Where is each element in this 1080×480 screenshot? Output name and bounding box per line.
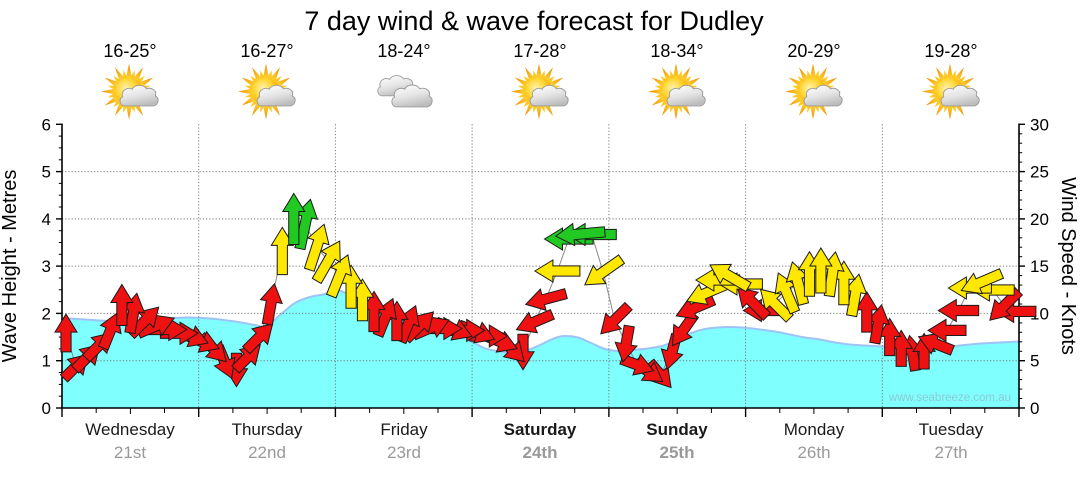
svg-text:25: 25 [1030,163,1049,182]
svg-text:27th: 27th [934,443,967,462]
svg-text:3: 3 [42,257,51,276]
svg-text:26th: 26th [797,443,830,462]
svg-text:4: 4 [42,210,51,229]
svg-text:17-28°: 17-28° [513,41,566,61]
svg-text:Saturday: Saturday [504,420,577,439]
svg-text:0: 0 [1030,399,1039,418]
svg-text:7 day wind & wave forecast for: 7 day wind & wave forecast for Dudley [304,6,764,36]
svg-text:21st: 21st [114,443,146,462]
svg-text:Monday: Monday [784,420,845,439]
svg-text:16-27°: 16-27° [240,41,293,61]
svg-text:22nd: 22nd [248,443,286,462]
svg-text:1: 1 [42,352,51,371]
svg-text:Wind Speed - Knots: Wind Speed - Knots [1057,177,1079,355]
svg-text:Sunday: Sunday [646,420,708,439]
svg-text:20: 20 [1030,210,1049,229]
svg-text:5: 5 [42,163,51,182]
svg-text:16-25°: 16-25° [103,41,156,61]
svg-text:20-29°: 20-29° [787,41,840,61]
svg-text:0: 0 [42,399,51,418]
svg-text:24th: 24th [523,443,558,462]
svg-text:18-34°: 18-34° [650,41,703,61]
svg-text:Wednesday: Wednesday [85,420,175,439]
svg-text:2: 2 [42,304,51,323]
svg-text:6: 6 [42,115,51,134]
svg-text:Thursday: Thursday [232,420,303,439]
svg-text:25th: 25th [660,443,695,462]
svg-text:18-24°: 18-24° [377,41,430,61]
svg-text:15: 15 [1030,257,1049,276]
svg-text:Friday: Friday [380,420,428,439]
svg-text:Wave Height - Metres: Wave Height - Metres [0,170,21,363]
svg-text:23rd: 23rd [387,443,421,462]
svg-text:19-28°: 19-28° [924,41,977,61]
svg-text:www.seabreeze.com.au: www.seabreeze.com.au [888,392,1011,404]
svg-text:Tuesday: Tuesday [919,420,984,439]
svg-text:30: 30 [1030,115,1049,134]
svg-text:5: 5 [1030,352,1039,371]
